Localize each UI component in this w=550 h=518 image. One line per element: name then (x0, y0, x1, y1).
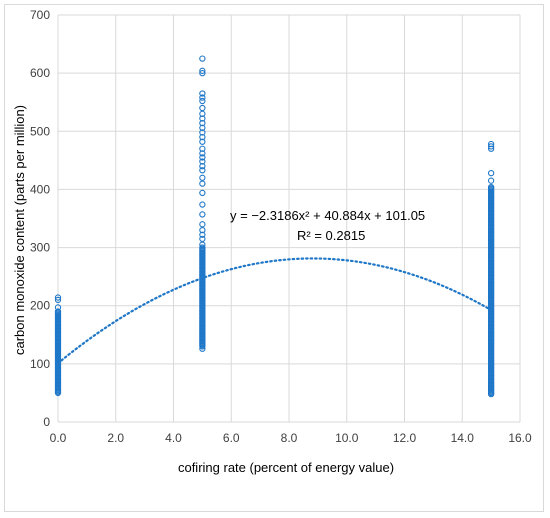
y-axis-title: carbon monoxide content (parts per milli… (12, 105, 27, 355)
x-tick-label: 10.0 (335, 431, 359, 445)
x-tick-label: 0.0 (50, 431, 67, 445)
y-tick-label: 0 (43, 415, 50, 429)
data-point (54, 308, 62, 315)
x-tick-label: 4.0 (165, 431, 182, 445)
data-point (487, 169, 495, 177)
data-point (54, 294, 62, 301)
trendline-curve (56, 257, 493, 365)
x-tick-label: 6.0 (223, 431, 240, 445)
y-tick-labels: 0 100 200 300 400 500 600 700 (30, 8, 50, 429)
chart-frame (4, 4, 544, 512)
data-point (487, 143, 495, 150)
x-tick-label: 12.0 (393, 431, 417, 445)
data-point (199, 174, 206, 181)
y-tick-label: 200 (30, 299, 50, 313)
x-tick-labels: 0.0 2.0 4.0 6.0 8.0 10.0 12.0 14.0 16.0 (50, 431, 532, 445)
data-point (199, 211, 206, 218)
data-point (199, 97, 206, 105)
y-tick-label: 400 (30, 182, 50, 196)
data-point (199, 189, 206, 197)
data-point (487, 183, 495, 191)
data-point (199, 180, 206, 187)
y-tick-label: 300 (30, 241, 50, 255)
data-point (199, 67, 206, 74)
data-point (199, 94, 206, 101)
data-point (199, 345, 206, 352)
data-point (487, 140, 495, 148)
data-point (199, 90, 206, 97)
y-tick-label: 600 (30, 66, 50, 80)
y-tick-label: 700 (30, 8, 50, 22)
x-tick-label: 16.0 (508, 431, 532, 445)
data-point (199, 104, 206, 112)
x-tick-label: 14.0 (451, 431, 475, 445)
x-axis-title: cofiring rate (percent of energy value) (178, 460, 394, 475)
data-point (54, 304, 62, 311)
x-tick-label: 8.0 (281, 431, 298, 445)
y-tick-label: 100 (30, 357, 50, 371)
trendline-equation: y = −2.3186x² + 40.884x + 101.05 (230, 208, 425, 223)
data-point (199, 221, 206, 228)
data-point (199, 154, 206, 161)
x-tick-label: 2.0 (107, 431, 124, 445)
data-point (199, 69, 206, 77)
data-point (199, 158, 206, 165)
data-point (199, 55, 206, 62)
data-point (54, 296, 62, 304)
data-point (199, 235, 206, 242)
data-point (199, 226, 206, 234)
data-point (199, 145, 206, 152)
data-point (199, 241, 206, 248)
trendline (56, 257, 493, 365)
data-point (199, 244, 206, 251)
data-point (199, 201, 206, 208)
data-points (54, 55, 495, 398)
trendline-r-squared: R² = 0.2815 (297, 228, 365, 243)
data-point (487, 177, 495, 184)
data-point (199, 110, 206, 117)
y-tick-label: 500 (30, 124, 50, 138)
data-point (199, 167, 206, 174)
